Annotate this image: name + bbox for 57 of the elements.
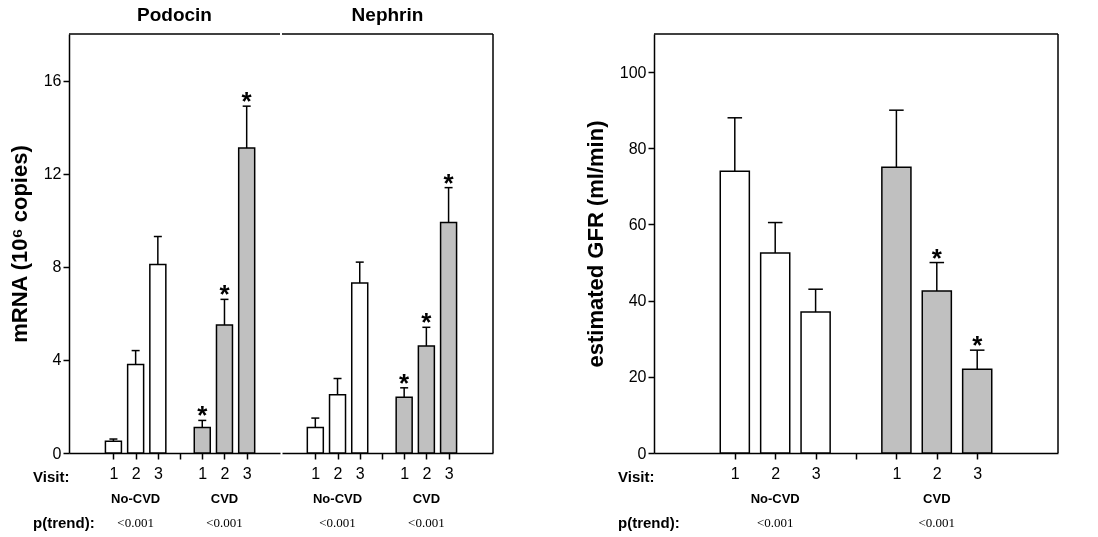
x-tick-label: 2 <box>932 464 942 482</box>
text: <0.001 <box>408 515 445 530</box>
x-tick-label: 2 <box>131 464 141 482</box>
x-tick-label: 1 <box>400 464 410 482</box>
y-tick-label: 4 <box>52 351 62 369</box>
chart-title: Nephrin <box>351 4 424 26</box>
chart-title: Podocin <box>137 4 212 26</box>
text: p(trend): <box>618 514 680 531</box>
x-axis-title: Visit: <box>33 468 70 485</box>
x-tick-label: 2 <box>422 464 432 482</box>
text: p(trend): <box>33 514 95 531</box>
x-tick-label: 3 <box>811 464 821 482</box>
y-tick-label: 100 <box>619 63 647 81</box>
x-tick-label: 3 <box>444 464 454 482</box>
x-tick-label: 2 <box>220 464 230 482</box>
text: CVD <box>210 491 239 506</box>
data-label: * <box>399 367 411 398</box>
y-tick-label: 12 <box>43 165 62 183</box>
x-tick-label: 1 <box>109 464 119 482</box>
x-tick-label: 1 <box>311 464 321 482</box>
x-tick-label: 3 <box>153 464 163 482</box>
y-tick-label: 60 <box>628 215 647 233</box>
y-tick-label: 0 <box>637 444 647 462</box>
data-label: * <box>241 86 253 117</box>
text: CVD <box>923 491 951 506</box>
x-tick-label: 1 <box>730 464 740 482</box>
text: No-CVD <box>111 491 161 506</box>
x-tick-label: 1 <box>892 464 902 482</box>
y-tick-label: 40 <box>628 292 647 310</box>
x-tick-label: 3 <box>242 464 252 482</box>
x-axis-title: Visit: <box>618 468 655 485</box>
x-tick-label: 3 <box>973 464 983 482</box>
text: CVD <box>412 491 441 506</box>
x-tick-label: 2 <box>333 464 343 482</box>
text: <0.001 <box>918 515 956 530</box>
x-tick-label: 2 <box>771 464 781 482</box>
data-label: * <box>443 167 455 198</box>
y-axis-title: mRNA (10⁶ copies) <box>6 145 32 343</box>
text: No-CVD <box>750 491 800 506</box>
text: No-CVD <box>312 491 363 506</box>
data-label: * <box>931 242 943 273</box>
y-axis-title: estimated GFR (ml/min) <box>582 120 608 368</box>
text: <0.001 <box>756 515 794 530</box>
data-label: * <box>197 400 209 431</box>
data-label: * <box>972 330 984 361</box>
data-label: * <box>421 307 433 338</box>
x-tick-label: 3 <box>355 464 365 482</box>
x-tick-label: 1 <box>198 464 208 482</box>
text: <0.001 <box>319 515 356 530</box>
data-label: * <box>219 279 231 310</box>
y-tick-label: 80 <box>628 139 647 157</box>
y-tick-label: 8 <box>52 258 62 276</box>
y-tick-label: 20 <box>628 368 647 386</box>
text: <0.001 <box>206 515 243 530</box>
y-tick-label: 16 <box>43 72 62 90</box>
y-tick-label: 0 <box>52 444 62 462</box>
text: <0.001 <box>117 515 154 530</box>
